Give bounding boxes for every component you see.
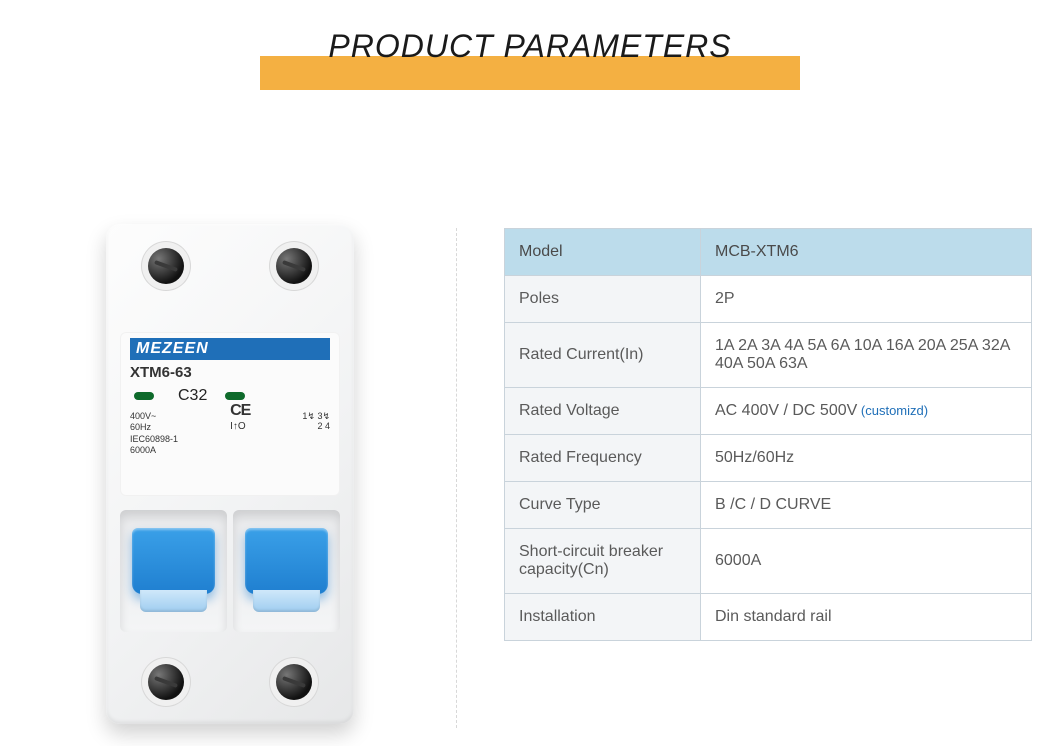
label-panel: MEZEEN XTM6-63 C32 400V~ 60Hz IEC60898-1… <box>120 332 340 496</box>
switch-area <box>120 510 340 632</box>
screw-icon <box>276 664 312 700</box>
table-value-text: 50Hz/60Hz <box>715 449 794 466</box>
table-key: Installation <box>505 594 701 641</box>
table-value-text: MCB-XTM6 <box>715 243 799 260</box>
table-key: Rated Voltage <box>505 388 701 435</box>
table-row: Poles 2P <box>505 276 1032 323</box>
table-row: Rated Current(In) 1A 2A 3A 4A 5A 6A 10A 1… <box>505 323 1032 388</box>
toggle-switch <box>245 528 328 594</box>
table-value: 1A 2A 3A 4A 5A 6A 10A 16A 20A 25A 32A 40… <box>701 323 1032 388</box>
switch-slot <box>120 510 227 632</box>
screw-icon <box>148 664 184 700</box>
table-value: 2P <box>701 276 1032 323</box>
table-value: AC 400V / DC 500V (customizd) <box>701 388 1032 435</box>
table-key: Rated Frequency <box>505 435 701 482</box>
toggle-switch <box>132 528 215 594</box>
brand-stripe: MEZEEN <box>130 338 330 360</box>
spec-print-left: 400V~ 60Hz IEC60898-1 6000A <box>130 411 178 456</box>
table-value-text: B /C / D CURVE <box>715 496 831 513</box>
table-key: Rated Current(In) <box>505 323 701 388</box>
arrow-label: I↑O <box>230 421 250 434</box>
table-value-text: 6000A <box>715 552 761 569</box>
table-row: Installation Din standard rail <box>505 594 1032 641</box>
table-value-note: (customizd) <box>857 403 928 418</box>
product-illustration: MEZEEN XTM6-63 C32 400V~ 60Hz IEC60898-1… <box>106 224 354 724</box>
screw-icon <box>148 248 184 284</box>
table-value: 50Hz/60Hz <box>701 435 1032 482</box>
table-key: Short-circuit breaker capacity(Cn) <box>505 529 701 594</box>
table-row: Rated Frequency 50Hz/60Hz <box>505 435 1032 482</box>
ce-mark-icon: CE <box>230 401 250 421</box>
table-value: B /C / D CURVE <box>701 482 1032 529</box>
table-row: Curve Type B /C / D CURVE <box>505 482 1032 529</box>
table-value-text: Din standard rail <box>715 608 832 625</box>
product-column: MEZEEN XTM6-63 C32 400V~ 60Hz IEC60898-1… <box>0 218 460 724</box>
table-value: 6000A <box>701 529 1032 594</box>
table-key: Poles <box>505 276 701 323</box>
led-icon <box>225 392 245 400</box>
table-key: Model <box>505 229 701 276</box>
led-icon <box>134 392 154 400</box>
spec-print: 400V~ 60Hz IEC60898-1 6000A CE I↑O 1↯ 3↯… <box>130 411 330 456</box>
table-row: Short-circuit breaker capacity(Cn) 6000A <box>505 529 1032 594</box>
brand-text: MEZEEN <box>136 340 209 358</box>
table-row: Rated VoltageAC 400V / DC 500V (customiz… <box>505 388 1032 435</box>
page-title: PRODUCT PARAMETERS <box>0 28 1060 65</box>
switch-slot <box>233 510 340 632</box>
table-value: MCB-XTM6 <box>701 229 1032 276</box>
model-label: XTM6-63 <box>130 364 330 381</box>
curve-code: C32 <box>178 387 207 405</box>
table-row: Model MCB-XTM6 <box>505 229 1032 276</box>
spec-table: Model MCB-XTM6 Poles 2P Rated Current(In) 1A … <box>504 228 1032 641</box>
table-value-text: 1A 2A 3A 4A 5A 6A 10A 16A 20A 25A 32A 40… <box>715 337 1010 372</box>
terminal-label: 1↯ 3↯ 2 4 <box>302 411 330 432</box>
table-value: Din standard rail <box>701 594 1032 641</box>
table-value-text: 2P <box>715 290 735 307</box>
header: PRODUCT PARAMETERS <box>0 28 1060 65</box>
table-value-text: AC 400V / DC 500V <box>715 402 857 419</box>
screw-icon <box>276 248 312 284</box>
spec-table-wrapper: Model MCB-XTM6 Poles 2P Rated Current(In) 1A … <box>504 228 1032 641</box>
table-key: Curve Type <box>505 482 701 529</box>
